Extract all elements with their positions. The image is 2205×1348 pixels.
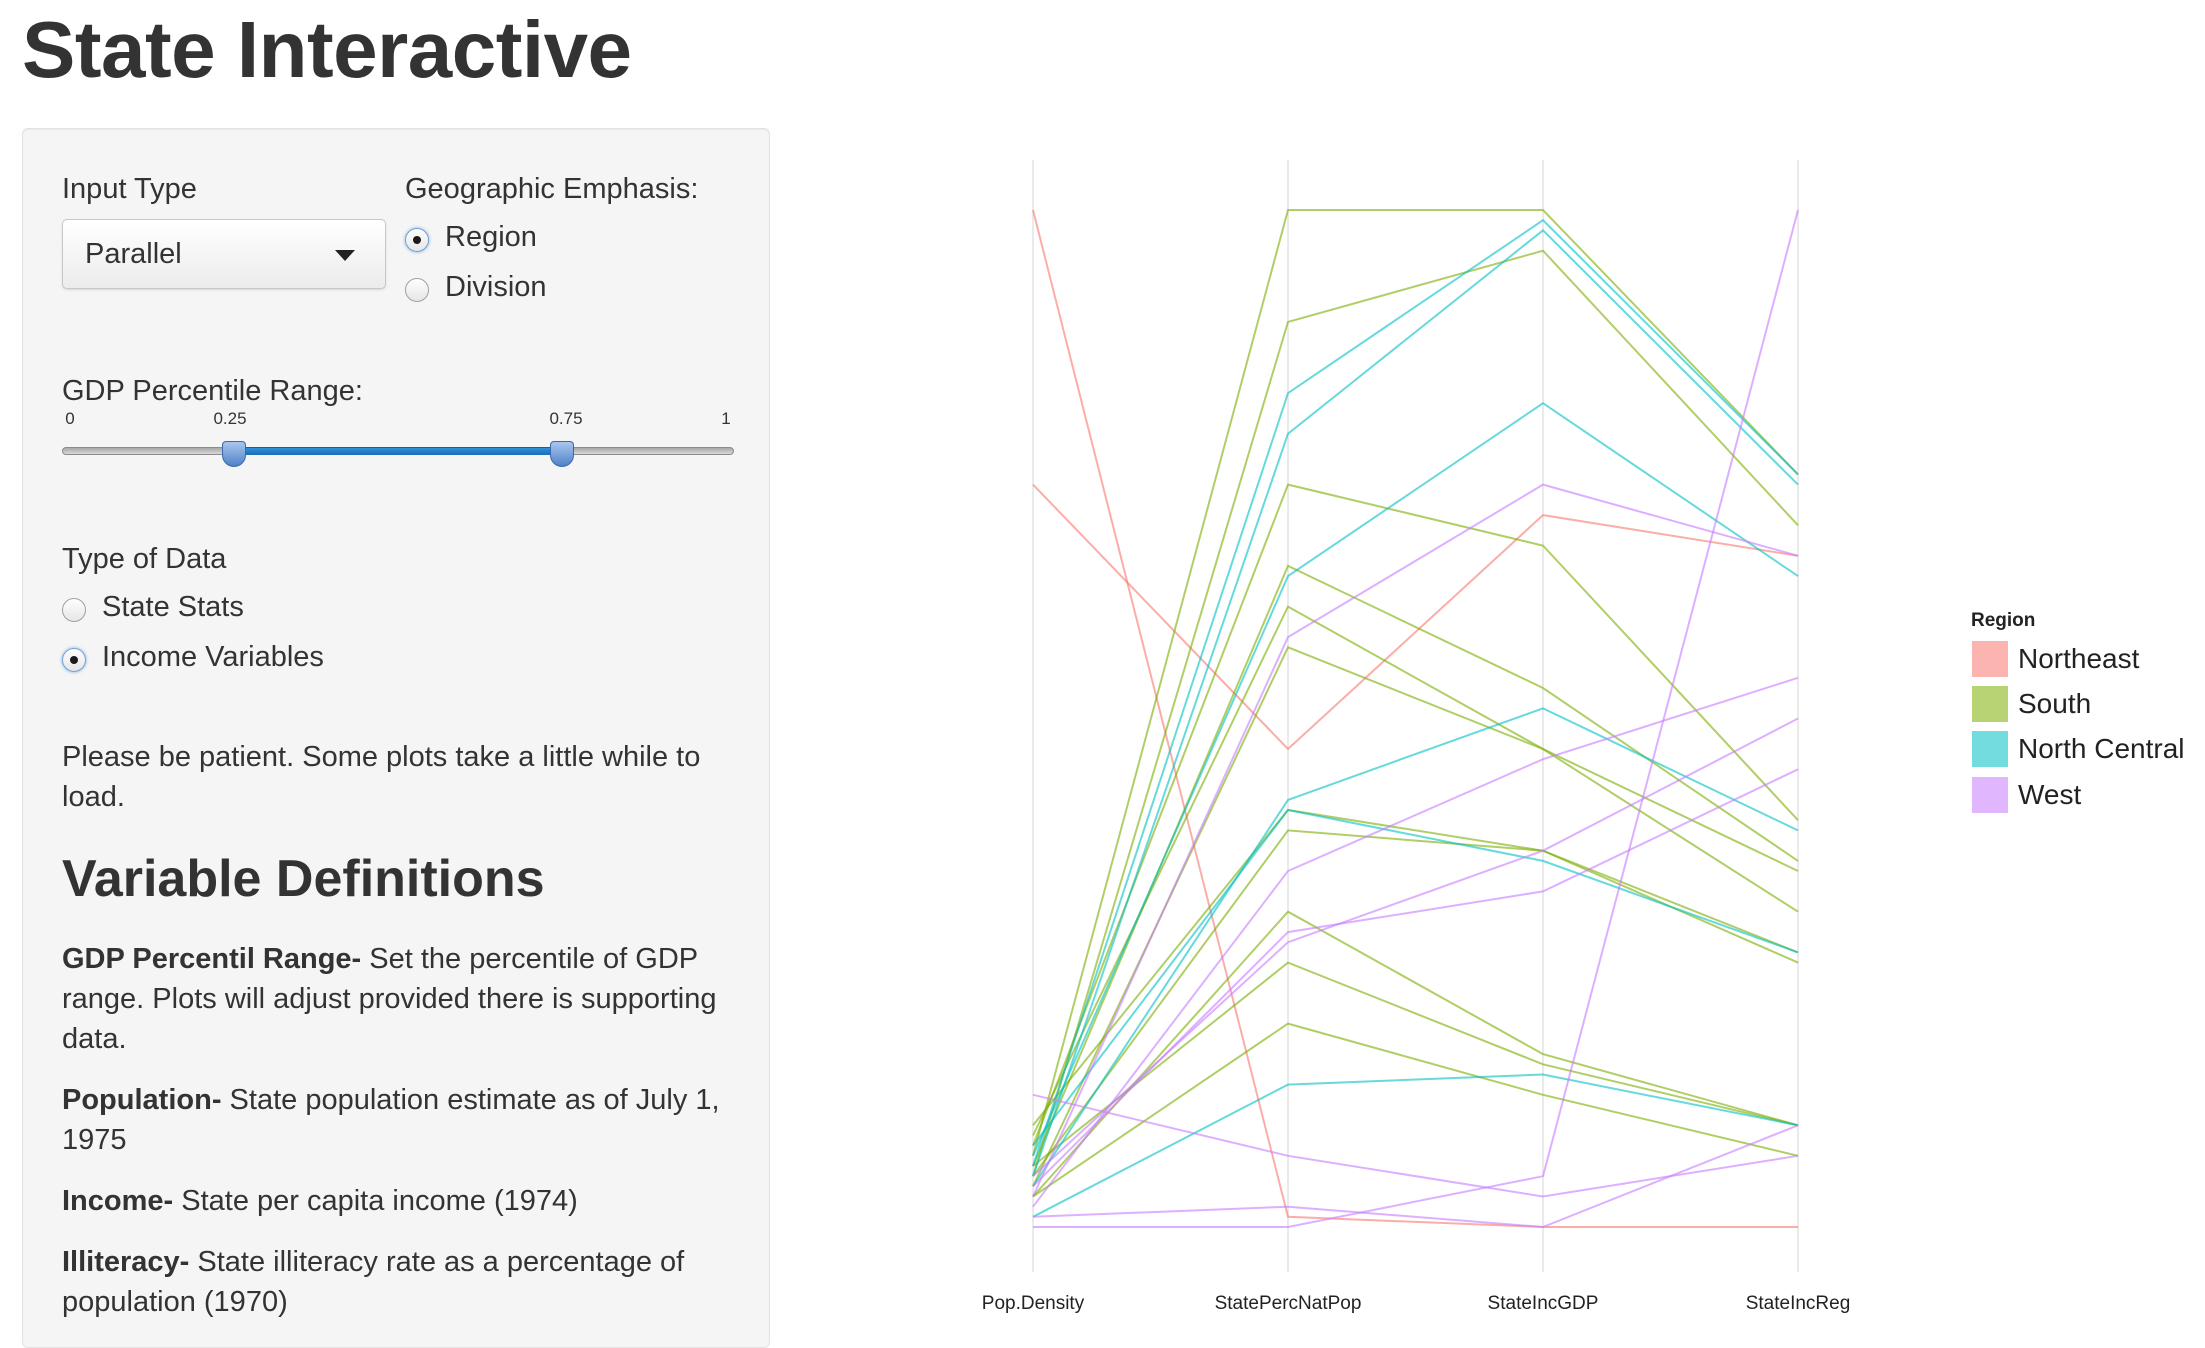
series-line-north-central (1032, 808, 1799, 1147)
legend-swatch (1972, 731, 2008, 767)
series-line-west (1032, 483, 1799, 1197)
series-line-west (1032, 1124, 1799, 1229)
series-line-south (1032, 1022, 1799, 1198)
series-line-south (1032, 961, 1799, 1167)
slider-handle-low[interactable] (222, 441, 246, 467)
geographic-emphasis-label: Geographic Emphasis: (405, 173, 699, 205)
slider-tick-high: 0.75 (549, 409, 583, 428)
legend-label: South (2018, 688, 2092, 719)
radio-button-state-stats[interactable] (62, 598, 86, 622)
axis-tick-label: StateIncGDP (1488, 1293, 1599, 1314)
gdp-range-slider[interactable]: 0 0.25 0.75 1 (62, 409, 734, 479)
patience-note: Please be patient. Some plots take a lit… (62, 741, 701, 813)
axis-tick-label: Pop.Density (982, 1293, 1085, 1314)
input-type-label: Input Type (62, 173, 197, 205)
legend-label: North Central (2018, 733, 2185, 764)
input-type-selected-value: Parallel (85, 238, 182, 270)
radio-button-region[interactable] (405, 228, 429, 252)
series-line-west (1032, 717, 1799, 1177)
definition-income: Income- State per capita income (1974) (62, 1181, 727, 1221)
series-line-south (1032, 564, 1799, 1167)
chevron-down-icon (335, 250, 355, 261)
gdp-range-label: GDP Percentile Range: (62, 375, 363, 407)
legend-title: Region (1971, 610, 2036, 631)
slider-handle-high[interactable] (550, 441, 574, 467)
definition-population: Population- State population estimate as… (62, 1080, 727, 1160)
type-of-data-label: Type of Data (62, 543, 227, 575)
definition-text: State per capita income (1974) (173, 1185, 578, 1217)
series-line-north-central (1032, 1073, 1799, 1218)
definition-term: Illiteracy- (62, 1246, 190, 1278)
radio-label-state-stats: State Stats (102, 591, 244, 623)
series-line-west (1032, 1093, 1799, 1198)
input-type-select[interactable]: Parallel (62, 219, 386, 289)
series-line-south (1032, 605, 1799, 1136)
legend-swatch (1972, 641, 2008, 677)
slider-tick-max: 1 (721, 409, 731, 428)
series-line-south (1032, 808, 1799, 1126)
legend-label: Northeast (2018, 643, 2140, 674)
series-line-north-central (1032, 218, 1799, 1167)
axis-tick-label: StateIncReg (1746, 1293, 1851, 1314)
series-line-south (1032, 249, 1799, 1177)
series-line-north-central (1032, 401, 1799, 1157)
series-line-north-central (1032, 228, 1799, 1177)
radio-label-region: Region (445, 221, 537, 253)
series-line-south (1032, 209, 1799, 1157)
slider-tick-low: 0.25 (213, 409, 247, 428)
definition-text: State illiteracy rate as a percentage of… (62, 1246, 685, 1318)
series-line-northeast (1032, 209, 1798, 1228)
definition-term: Income- (62, 1185, 174, 1217)
series-line-north-central (1032, 707, 1799, 1187)
sidebar-panel: Input Type Parallel Geographic Emphasis:… (22, 128, 770, 1348)
definition-term: GDP Percentil Range- (62, 943, 362, 975)
definition-text: State population estimate as of July 1, … (62, 1084, 720, 1156)
radio-button-division[interactable] (405, 278, 429, 302)
definition-gdp-range: GDP Percentil Range- Set the percentile … (62, 939, 727, 1059)
slider-tick-min: 0 (65, 409, 75, 428)
series-line-west (1033, 209, 1799, 1228)
definition-illiteracy: Illiteracy- State illiteracy rate as a p… (62, 1242, 727, 1322)
legend-swatch (1972, 686, 2008, 722)
legend-label: West (2018, 779, 2082, 810)
radio-label-division: Division (445, 271, 547, 303)
series-line-south (1032, 910, 1799, 1198)
legend-swatch (1972, 777, 2008, 813)
series-line-west (1032, 676, 1799, 1208)
definition-term: Population- (62, 1084, 222, 1116)
page-title: State Interactive (22, 5, 632, 94)
definition-text: Set the percentile of GDP range. Plots w… (62, 943, 717, 1055)
series-line-northeast (1032, 483, 1799, 751)
slider-selected-range (234, 447, 562, 455)
definitions-title: Variable Definitions (62, 850, 545, 908)
radio-button-income-variables[interactable] (62, 648, 86, 672)
series-line-south (1032, 483, 1799, 1146)
radio-label-income-variables: Income Variables (102, 641, 324, 673)
series-line-south (1032, 829, 1799, 1177)
axis-tick-label: StatePercNatPop (1215, 1293, 1362, 1314)
series-line-west (1032, 768, 1799, 1188)
